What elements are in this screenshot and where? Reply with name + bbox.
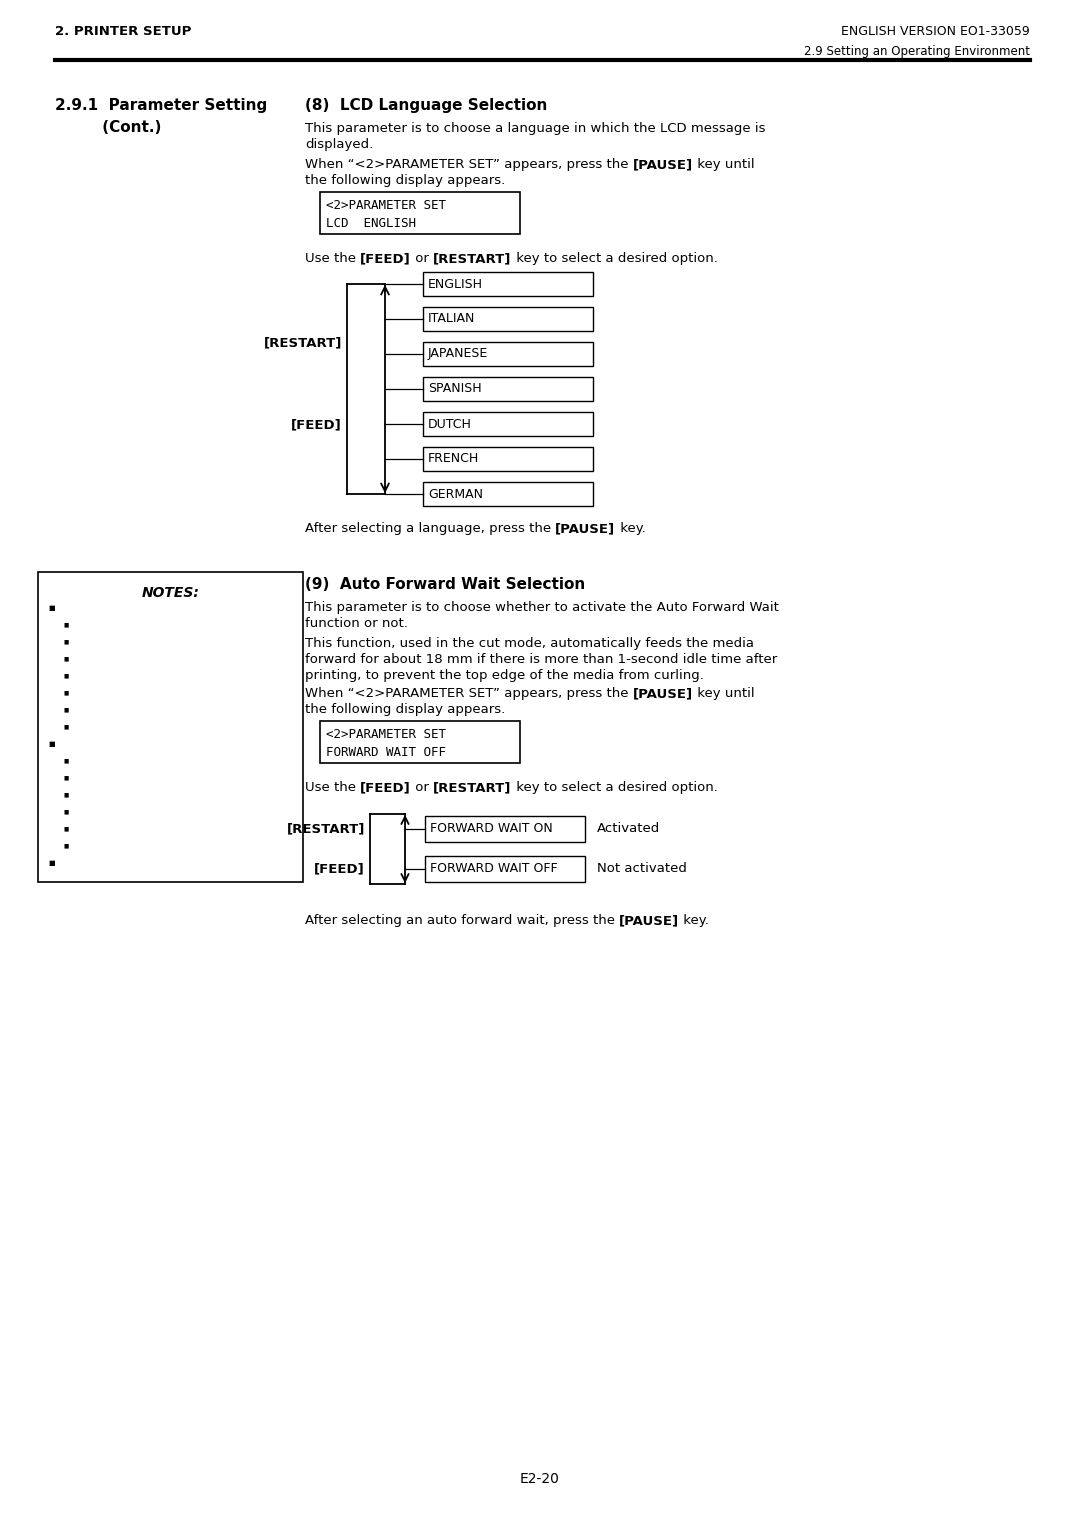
Text: ■: ■ <box>63 776 68 781</box>
Text: key until: key until <box>693 688 755 700</box>
Text: E2-20: E2-20 <box>521 1471 559 1487</box>
Text: or: or <box>411 252 433 264</box>
Text: GERMAN: GERMAN <box>428 487 483 501</box>
Text: ITALIAN: ITALIAN <box>428 313 475 325</box>
Text: (9)  Auto Forward Wait Selection: (9) Auto Forward Wait Selection <box>305 578 585 591</box>
Text: [FEED]: [FEED] <box>314 862 365 876</box>
Text: This parameter is to choose a language in which the LCD message is: This parameter is to choose a language i… <box>305 122 766 134</box>
Text: [RESTART]: [RESTART] <box>433 252 512 264</box>
Text: (8)  LCD Language Selection: (8) LCD Language Selection <box>305 98 548 113</box>
Bar <box>426 816 585 842</box>
Text: FRENCH: FRENCH <box>428 452 480 466</box>
Text: [RESTART]: [RESTART] <box>433 781 512 795</box>
Text: Use the: Use the <box>305 781 361 795</box>
Text: ■: ■ <box>63 827 68 831</box>
Bar <box>423 342 593 367</box>
Text: [RESTART]: [RESTART] <box>264 336 342 350</box>
Text: This function, used in the cut mode, automatically feeds the media: This function, used in the cut mode, aut… <box>305 637 754 649</box>
Text: [FEED]: [FEED] <box>361 781 411 795</box>
Text: [FEED]: [FEED] <box>361 252 411 264</box>
Text: ■: ■ <box>63 622 68 628</box>
Text: the following display appears.: the following display appears. <box>305 703 505 717</box>
Text: or: or <box>411 781 433 795</box>
Text: ENGLISH: ENGLISH <box>428 278 483 290</box>
Text: After selecting an auto forward wait, press the: After selecting an auto forward wait, pr… <box>305 914 619 927</box>
Text: key.: key. <box>679 914 710 927</box>
Text: 2.9 Setting an Operating Environment: 2.9 Setting an Operating Environment <box>804 44 1030 58</box>
Bar <box>423 377 593 400</box>
Text: FORWARD WAIT OFF: FORWARD WAIT OFF <box>430 862 557 876</box>
Text: 2.9.1  Parameter Setting: 2.9.1 Parameter Setting <box>55 98 267 113</box>
Text: SPANISH: SPANISH <box>428 382 482 396</box>
Text: ■: ■ <box>48 741 55 747</box>
Text: ■: ■ <box>63 724 68 729</box>
Text: displayed.: displayed. <box>305 138 374 151</box>
Text: ■: ■ <box>63 674 68 678</box>
Bar <box>423 307 593 332</box>
Text: FORWARD WAIT ON: FORWARD WAIT ON <box>430 822 553 836</box>
Text: ■: ■ <box>48 605 55 611</box>
Text: [PAUSE]: [PAUSE] <box>619 914 679 927</box>
Text: key.: key. <box>616 523 646 535</box>
Text: ENGLISH VERSION EO1-33059: ENGLISH VERSION EO1-33059 <box>841 24 1030 38</box>
Text: 2. PRINTER SETUP: 2. PRINTER SETUP <box>55 24 191 38</box>
Text: ■: ■ <box>63 640 68 645</box>
Text: the following display appears.: the following display appears. <box>305 174 505 186</box>
Text: printing, to prevent the top edge of the media from curling.: printing, to prevent the top edge of the… <box>305 669 704 681</box>
Text: [PAUSE]: [PAUSE] <box>633 688 693 700</box>
Bar <box>426 856 585 882</box>
Text: ■: ■ <box>63 793 68 798</box>
Text: forward for about 18 mm if there is more than 1-second idle time after: forward for about 18 mm if there is more… <box>305 652 778 666</box>
Text: key to select a desired option.: key to select a desired option. <box>512 781 717 795</box>
Text: LCD  ENGLISH: LCD ENGLISH <box>326 217 416 231</box>
Text: ■: ■ <box>63 691 68 695</box>
Text: [PAUSE]: [PAUSE] <box>555 523 616 535</box>
Text: ■: ■ <box>63 657 68 662</box>
Text: ■: ■ <box>48 860 55 866</box>
Text: Activated: Activated <box>597 822 660 836</box>
Text: key to select a desired option.: key to select a desired option. <box>512 252 717 264</box>
Text: This parameter is to choose whether to activate the Auto Forward Wait: This parameter is to choose whether to a… <box>305 601 779 614</box>
Bar <box>423 448 593 471</box>
Text: ■: ■ <box>63 843 68 848</box>
Text: Use the: Use the <box>305 252 361 264</box>
Text: [PAUSE]: [PAUSE] <box>633 157 693 171</box>
Text: ■: ■ <box>63 810 68 814</box>
Bar <box>423 413 593 435</box>
Text: <2>PARAMETER SET: <2>PARAMETER SET <box>326 727 446 741</box>
Bar <box>423 481 593 506</box>
Text: key until: key until <box>693 157 755 171</box>
Text: [RESTART]: [RESTART] <box>286 822 365 836</box>
Text: After selecting a language, press the: After selecting a language, press the <box>305 523 555 535</box>
Text: <2>PARAMETER SET: <2>PARAMETER SET <box>326 199 446 212</box>
Text: FORWARD WAIT OFF: FORWARD WAIT OFF <box>326 746 446 759</box>
Text: [FEED]: [FEED] <box>292 419 342 431</box>
Text: function or not.: function or not. <box>305 617 408 630</box>
Text: DUTCH: DUTCH <box>428 417 472 431</box>
Bar <box>320 193 519 234</box>
Text: JAPANESE: JAPANESE <box>428 347 488 361</box>
Bar <box>423 272 593 296</box>
Bar <box>320 721 519 762</box>
Text: (Cont.): (Cont.) <box>55 121 161 134</box>
Text: ■: ■ <box>63 758 68 764</box>
Text: NOTES:: NOTES: <box>141 587 200 601</box>
Text: When “<2>PARAMETER SET” appears, press the: When “<2>PARAMETER SET” appears, press t… <box>305 688 633 700</box>
Bar <box>38 571 303 882</box>
Text: When “<2>PARAMETER SET” appears, press the: When “<2>PARAMETER SET” appears, press t… <box>305 157 633 171</box>
Text: ■: ■ <box>63 707 68 712</box>
Text: Not activated: Not activated <box>597 862 687 876</box>
